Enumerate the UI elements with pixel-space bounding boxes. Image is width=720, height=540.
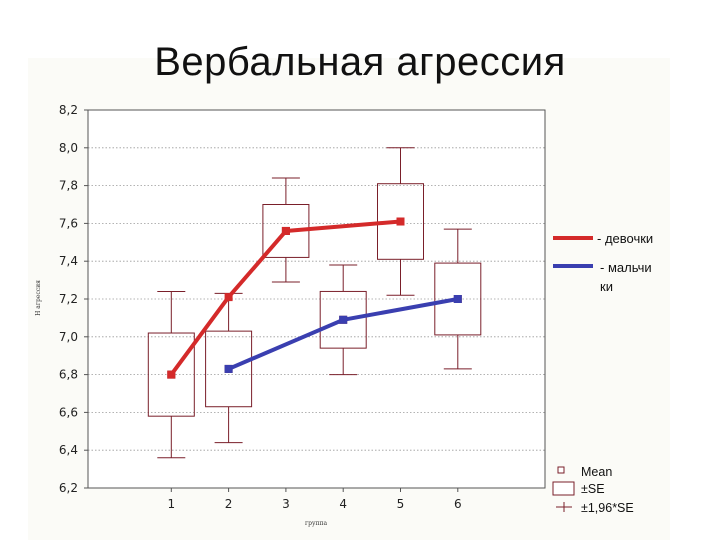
series-point	[224, 364, 233, 373]
y-tick-label: 6,8	[59, 368, 78, 382]
series-point	[224, 293, 233, 302]
chart-title: Вербальная агрессия	[154, 40, 566, 84]
series-point	[167, 370, 176, 379]
series-point	[453, 295, 462, 303]
y-tick-label: 8,0	[59, 141, 78, 155]
x-tick-label: 2	[225, 497, 233, 511]
series-legend: - девочки - мальчи ки	[553, 231, 653, 294]
x-axis-title: группа	[305, 520, 328, 527]
y-tick-label: 8,2	[59, 103, 78, 117]
y-tick-label: 7,2	[59, 292, 78, 306]
x-tick-label: 4	[339, 497, 347, 511]
legend-label-boys-cont: ки	[600, 279, 613, 294]
box-legend: Mean ±SE ±1,96*SE	[552, 465, 634, 515]
se-box	[319, 290, 367, 349]
series-point	[339, 315, 348, 324]
y-tick-label: 7,8	[59, 179, 78, 193]
y-axis-title: Н агрессия	[35, 280, 42, 316]
legend-mean-label: Mean	[581, 465, 612, 479]
y-tick-label: 7,0	[59, 330, 78, 344]
y-tick-label: 6,2	[59, 481, 78, 495]
series-point	[396, 217, 405, 226]
y-tick-label: 6,6	[59, 405, 78, 419]
x-tick-label: 5	[397, 497, 405, 511]
legend-label-girls: - девочки	[597, 231, 653, 246]
se-box	[434, 262, 482, 336]
legend-ci-label: ±1,96*SE	[581, 501, 634, 515]
x-tick-label: 1	[167, 497, 175, 511]
plot-frame	[87, 109, 546, 489]
legend-mean-symbol	[557, 466, 565, 474]
y-tick-label: 7,4	[59, 254, 78, 268]
series-point	[281, 226, 290, 235]
y-tick-label: 7,6	[59, 216, 78, 230]
y-tick-label: 6,4	[59, 443, 78, 457]
legend-label-boys: - мальчи	[600, 260, 652, 275]
x-tick-label: 6	[454, 497, 462, 511]
x-tick-label: 3	[282, 497, 290, 511]
se-box	[205, 330, 253, 408]
legend-se-label: ±SE	[581, 482, 605, 496]
series-line-girls	[169, 219, 401, 376]
legend-se-symbol	[552, 481, 575, 496]
se-box	[147, 332, 195, 417]
